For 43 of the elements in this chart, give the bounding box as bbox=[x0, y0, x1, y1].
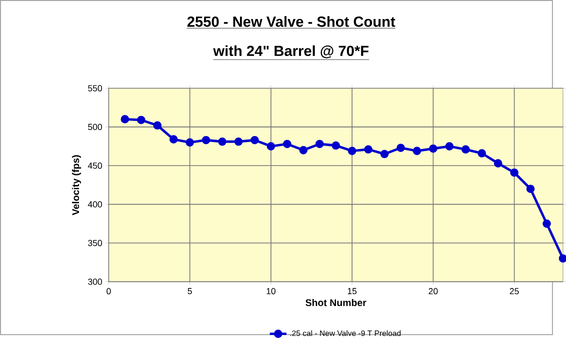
point bbox=[299, 146, 308, 154]
point bbox=[348, 146, 356, 155]
point bbox=[266, 142, 276, 150]
chart-subtitle: with 24" Barrel @ 70*F bbox=[213, 45, 368, 58]
point bbox=[218, 137, 226, 146]
y-tick-label: 350 bbox=[88, 240, 102, 246]
point bbox=[445, 142, 454, 150]
point bbox=[396, 144, 405, 152]
x-tick-label: 0 bbox=[106, 288, 111, 294]
point bbox=[332, 141, 340, 150]
point bbox=[412, 146, 422, 155]
x-tick-label: 5 bbox=[188, 288, 192, 294]
point bbox=[153, 121, 162, 130]
point bbox=[494, 159, 502, 168]
point bbox=[542, 219, 551, 228]
point bbox=[429, 144, 438, 153]
point bbox=[380, 150, 389, 158]
y-axis-title: Velocity (fps) bbox=[72, 155, 82, 216]
point bbox=[461, 145, 470, 154]
point bbox=[137, 116, 146, 124]
y-tick-label: 300 bbox=[88, 278, 102, 285]
point bbox=[169, 135, 178, 144]
point bbox=[234, 137, 243, 146]
x-tick-label: 20 bbox=[428, 288, 438, 294]
point bbox=[526, 184, 535, 193]
point bbox=[202, 136, 210, 144]
point bbox=[120, 114, 130, 124]
point bbox=[186, 138, 194, 146]
y-tick-label: 550 bbox=[88, 85, 102, 92]
y-tick-label: 400 bbox=[88, 201, 102, 208]
point bbox=[478, 148, 486, 158]
x-axis-title: Shot Number bbox=[306, 298, 366, 306]
point bbox=[510, 168, 518, 177]
y-tick-label: 450 bbox=[88, 162, 102, 169]
point bbox=[315, 140, 324, 148]
x-tick-label: 25 bbox=[510, 288, 519, 294]
point bbox=[250, 136, 259, 144]
point bbox=[283, 140, 292, 148]
chart-title: 2550 - New Valve - Shot Count bbox=[187, 16, 396, 27]
point bbox=[364, 145, 372, 154]
x-tick-label: 10 bbox=[266, 288, 276, 294]
x-tick-label: 15 bbox=[348, 288, 357, 294]
y-tick-label: 500 bbox=[88, 124, 102, 130]
